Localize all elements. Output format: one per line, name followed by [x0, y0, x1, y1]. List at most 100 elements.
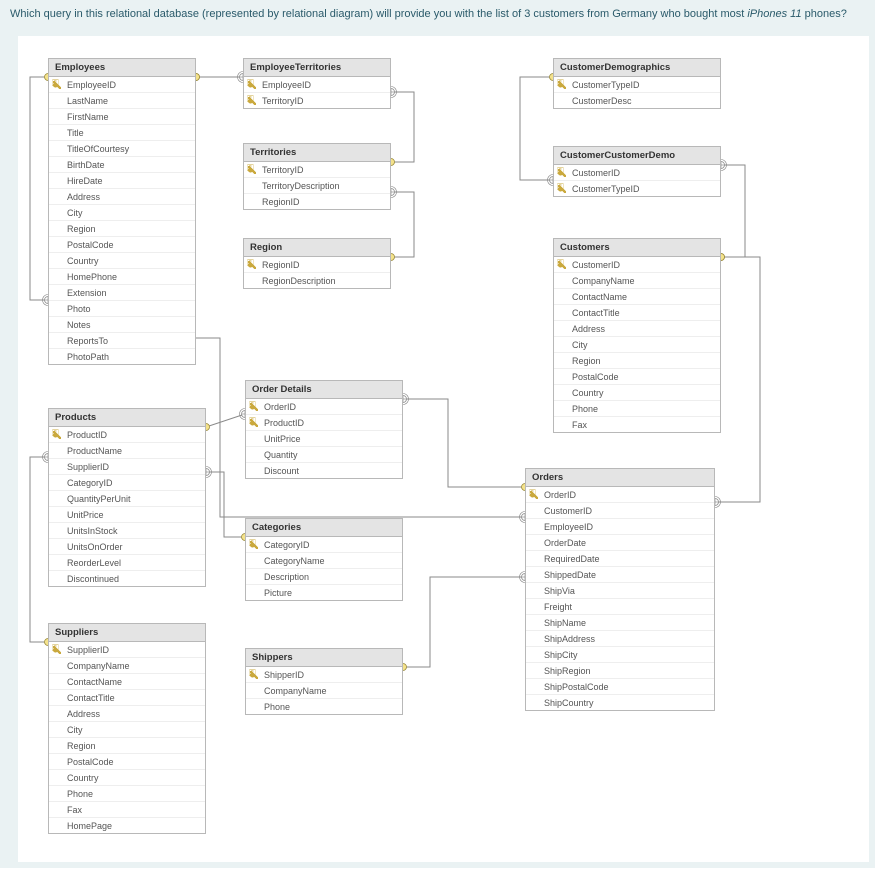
- column-name: Discontinued: [67, 574, 119, 584]
- table-column: City: [49, 205, 195, 221]
- table-column: ProductID: [49, 427, 205, 443]
- table-column: HomePhone: [49, 269, 195, 285]
- key-icon: [52, 647, 62, 653]
- question-italic: iPhones 11: [747, 8, 801, 20]
- table-header: Categories: [246, 519, 402, 537]
- table-column: PhotoPath: [49, 349, 195, 364]
- column-name: FirstName: [67, 112, 109, 122]
- column-name: TerritoryID: [262, 165, 304, 175]
- column-name: QuantityPerUnit: [67, 494, 131, 504]
- key-icon: [247, 82, 257, 88]
- table-column: CustomerID: [554, 257, 720, 273]
- table-column: TerritoryID: [244, 93, 390, 108]
- table-column: CompanyName: [246, 683, 402, 699]
- column-name: CompanyName: [67, 661, 130, 671]
- table-column: Discontinued: [49, 571, 205, 586]
- column-name: Country: [67, 773, 99, 783]
- table-column: RegionID: [244, 257, 390, 273]
- column-name: SupplierID: [67, 645, 109, 655]
- table-column: SupplierID: [49, 459, 205, 475]
- table-column: ShipRegion: [526, 663, 714, 679]
- table-column: OrderID: [526, 487, 714, 503]
- table-column: ReportsTo: [49, 333, 195, 349]
- key-icon: [557, 262, 567, 268]
- table-header: Region: [244, 239, 390, 257]
- table-customers: CustomersCustomerIDCompanyNameContactNam…: [553, 238, 721, 433]
- table-column: PostalCode: [49, 237, 195, 253]
- column-name: ShipName: [544, 618, 586, 628]
- column-name: ProductName: [67, 446, 122, 456]
- column-name: ReportsTo: [67, 336, 108, 346]
- column-name: CompanyName: [572, 276, 635, 286]
- table-column: City: [554, 337, 720, 353]
- table-column: OrderID: [246, 399, 402, 415]
- column-name: SupplierID: [67, 462, 109, 472]
- key-icon: [249, 672, 259, 678]
- table-column: FirstName: [49, 109, 195, 125]
- column-name: EmployeeID: [262, 80, 311, 90]
- column-name: TerritoryDescription: [262, 181, 340, 191]
- table-column: Fax: [49, 802, 205, 818]
- column-name: HomePage: [67, 821, 112, 831]
- table-column: Picture: [246, 585, 402, 600]
- column-name: EmployeeID: [67, 80, 116, 90]
- table-header: Customers: [554, 239, 720, 257]
- table-column: Phone: [554, 401, 720, 417]
- column-name: Title: [67, 128, 84, 138]
- table-column: TerritoryDescription: [244, 178, 390, 194]
- table-column: ReorderLevel: [49, 555, 205, 571]
- column-name: Notes: [67, 320, 91, 330]
- table-column: ShippedDate: [526, 567, 714, 583]
- question-post: phones?: [802, 8, 847, 20]
- table-header: Employees: [49, 59, 195, 77]
- table-column: Region: [49, 221, 195, 237]
- key-icon: [529, 492, 539, 498]
- table-column: ShipperID: [246, 667, 402, 683]
- key-icon: [557, 82, 567, 88]
- column-name: CategoryName: [264, 556, 325, 566]
- column-name: UnitsOnOrder: [67, 542, 123, 552]
- table-header: Shippers: [246, 649, 402, 667]
- column-name: Fax: [572, 420, 587, 430]
- column-name: RegionID: [262, 260, 300, 270]
- table-column: RegionDescription: [244, 273, 390, 288]
- key-icon: [247, 167, 257, 173]
- key-icon: [249, 404, 259, 410]
- table-column: Discount: [246, 463, 402, 478]
- table-header: Territories: [244, 144, 390, 162]
- table-customerCustomerDemo: CustomerCustomerDemoCustomerIDCustomerTy…: [553, 146, 721, 197]
- column-name: Photo: [67, 304, 91, 314]
- table-column: ShipAddress: [526, 631, 714, 647]
- column-name: PostalCode: [572, 372, 619, 382]
- column-name: RegionID: [262, 197, 300, 207]
- column-name: Fax: [67, 805, 82, 815]
- column-name: ReorderLevel: [67, 558, 121, 568]
- key-icon: [52, 432, 62, 438]
- table-column: Fax: [554, 417, 720, 432]
- column-name: CustomerID: [572, 168, 620, 178]
- table-column: Region: [49, 738, 205, 754]
- column-name: OrderID: [264, 402, 296, 412]
- column-name: CustomerID: [572, 260, 620, 270]
- column-name: ShipAddress: [544, 634, 595, 644]
- column-name: CategoryID: [264, 540, 310, 550]
- table-column: Country: [554, 385, 720, 401]
- column-name: ContactTitle: [572, 308, 620, 318]
- column-name: CustomerTypeID: [572, 184, 640, 194]
- table-categories: CategoriesCategoryIDCategoryNameDescript…: [245, 518, 403, 601]
- column-name: Region: [67, 224, 96, 234]
- table-column: CategoryID: [49, 475, 205, 491]
- table-column: ShipName: [526, 615, 714, 631]
- table-column: UnitPrice: [49, 507, 205, 523]
- column-name: OrderID: [544, 490, 576, 500]
- table-column: PostalCode: [554, 369, 720, 385]
- column-name: ProductID: [67, 430, 107, 440]
- column-name: UnitsInStock: [67, 526, 118, 536]
- table-column: CustomerTypeID: [554, 181, 720, 196]
- column-name: Freight: [544, 602, 572, 612]
- table-header: Suppliers: [49, 624, 205, 642]
- table-column: HomePage: [49, 818, 205, 833]
- table-column: TitleOfCourtesy: [49, 141, 195, 157]
- question-pre: Which query in this relational database …: [10, 8, 747, 20]
- table-column: CustomerID: [526, 503, 714, 519]
